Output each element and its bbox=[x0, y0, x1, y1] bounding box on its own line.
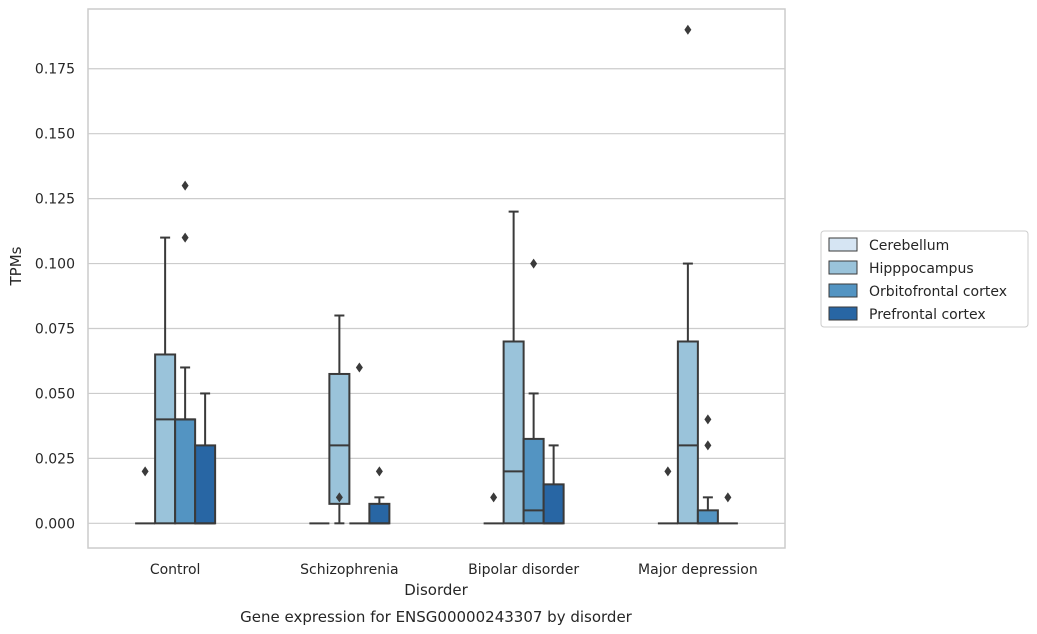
box-body bbox=[502, 340, 525, 525]
x-tick-label-0: Control bbox=[150, 562, 201, 578]
legend-swatch bbox=[828, 237, 858, 252]
legend: Cerebellum Hipppocampus Orbitofrontal cort… bbox=[820, 230, 1029, 328]
box-1-1 bbox=[328, 314, 351, 525]
legend-item-0: Cerebellum bbox=[828, 237, 949, 254]
outlier-point bbox=[684, 24, 692, 35]
box-0-1 bbox=[154, 236, 177, 525]
outlier-point bbox=[375, 466, 383, 477]
outlier-point bbox=[704, 414, 712, 425]
legend-label: Hipppocampus bbox=[869, 261, 974, 277]
outlier-point bbox=[141, 466, 149, 477]
chart-caption: Gene expression for ENSG00000243307 by d… bbox=[240, 608, 633, 626]
x-tick-label-1: Schizophrenia bbox=[300, 562, 398, 578]
outlier-point bbox=[664, 466, 672, 477]
box-3-3 bbox=[717, 492, 738, 525]
box-2-1 bbox=[502, 210, 525, 525]
x-tick-labels: Control Schizophrenia Bipolar disorder Majo… bbox=[150, 562, 758, 578]
box-body bbox=[522, 437, 545, 525]
legend-item-1: Hipppocampus bbox=[828, 260, 974, 277]
outlier-point bbox=[530, 258, 538, 269]
box-body bbox=[174, 418, 197, 525]
outlier-point bbox=[724, 492, 732, 503]
box-1-2 bbox=[349, 362, 370, 525]
box-2-3 bbox=[542, 444, 565, 525]
box-3-1 bbox=[676, 24, 699, 525]
legend-swatch bbox=[828, 283, 858, 298]
outlier-point bbox=[704, 440, 712, 451]
box-0-3 bbox=[194, 392, 217, 525]
legend-label: Prefrontal cortex bbox=[869, 307, 986, 323]
outlier-point bbox=[181, 232, 189, 243]
y-tick-label-5: 0.125 bbox=[35, 192, 75, 208]
box-3-0 bbox=[657, 466, 678, 525]
box-body bbox=[154, 353, 177, 525]
outlier-point bbox=[355, 362, 363, 373]
legend-label: Orbitofrontal cortex bbox=[869, 284, 1007, 300]
box-body bbox=[696, 509, 719, 525]
x-axis-title: Disorder bbox=[404, 581, 468, 599]
outlier-point bbox=[181, 180, 189, 191]
legend-swatch bbox=[828, 306, 858, 321]
y-tick-label-2: 0.050 bbox=[35, 386, 75, 402]
box-body bbox=[194, 444, 217, 525]
box-0-0 bbox=[135, 466, 156, 525]
box-2-0 bbox=[483, 492, 504, 525]
y-tick-label-4: 0.100 bbox=[35, 257, 75, 273]
outlier-point bbox=[335, 492, 343, 503]
box-2-2 bbox=[522, 258, 545, 525]
x-tick-label-2: Bipolar disorder bbox=[468, 562, 579, 578]
box-body bbox=[542, 483, 565, 525]
legend-label: Cerebellum bbox=[869, 238, 949, 254]
legend-frame bbox=[820, 230, 1029, 328]
y-tick-label-6: 0.150 bbox=[35, 127, 75, 143]
box-3-2 bbox=[696, 414, 719, 525]
y-tick-label-1: 0.025 bbox=[35, 451, 75, 467]
box-body bbox=[676, 340, 699, 525]
box-1-3 bbox=[368, 466, 391, 525]
box-body bbox=[328, 372, 351, 505]
legend-swatch bbox=[828, 260, 858, 275]
legend-item-2: Orbitofrontal cortex bbox=[828, 283, 1007, 300]
box-layer bbox=[135, 24, 738, 525]
y-axis-title: TPMs bbox=[7, 246, 25, 286]
box-body bbox=[368, 502, 391, 525]
y-tick-label-0: 0.000 bbox=[35, 516, 75, 532]
y-tick-labels: 0.000 0.025 0.050 0.075 0.100 0.125 0.150 0.175 bbox=[35, 62, 75, 533]
y-tick-label-3: 0.075 bbox=[35, 322, 75, 338]
outlier-point bbox=[490, 492, 498, 503]
legend-item-3: Prefrontal cortex bbox=[828, 306, 986, 323]
y-tick-label-7: 0.175 bbox=[35, 62, 75, 78]
x-tick-label-3: Major depression bbox=[638, 562, 758, 578]
